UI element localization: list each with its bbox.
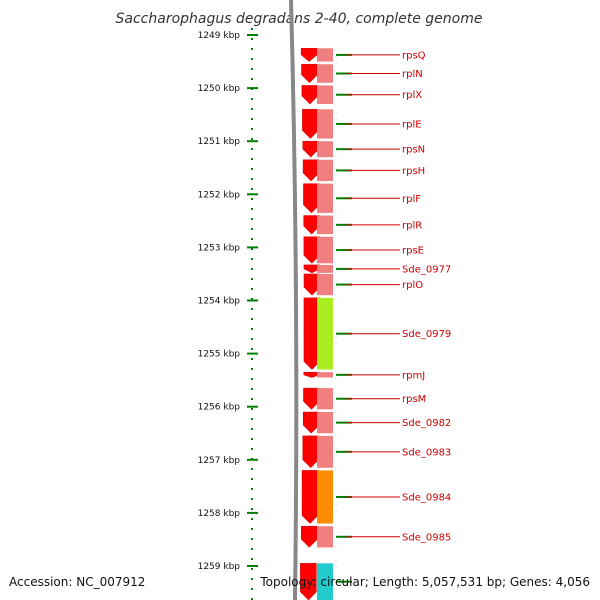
gene-band	[317, 141, 333, 158]
gene-band	[317, 372, 333, 378]
gene-band	[317, 183, 333, 213]
gene-band	[317, 435, 333, 468]
gene-band	[317, 64, 333, 83]
ruler-tick-label: 1249 kbp	[198, 31, 241, 41]
gene-band	[317, 526, 333, 548]
gene-label: rpsQ	[402, 50, 426, 61]
gene-label: Sde_0979	[402, 329, 451, 340]
gene-track	[300, 48, 352, 600]
ruler-tick-label: 1257 kbp	[198, 456, 241, 466]
ruler-tick-label: 1254 kbp	[198, 297, 241, 307]
ruler-tick-label: 1256 kbp	[198, 403, 241, 413]
gene-label: rplR	[402, 220, 422, 231]
gene-arrow	[302, 140, 320, 158]
gene-label: rpsE	[402, 246, 424, 257]
gene-band	[317, 563, 333, 600]
gene-band	[317, 388, 333, 410]
gene-label: rplN	[402, 69, 423, 80]
gene-label: Sde_0977	[402, 264, 451, 275]
genome-backbone	[289, 0, 337, 600]
gene-arrow	[300, 563, 317, 600]
gene-arrow	[303, 387, 320, 410]
gene-band	[317, 109, 333, 139]
gene-label: Sde_0985	[402, 532, 451, 543]
genome-summary-text: Topology: circular; Length: 5,057,531 bp…	[259, 575, 590, 589]
gene-arrow	[302, 109, 319, 139]
gene-label: Sde_0982	[402, 418, 451, 429]
gene-label: rplX	[402, 90, 422, 101]
gene-arrow	[303, 183, 320, 214]
accession-text: Accession: NC_007912	[9, 575, 145, 589]
gene-band	[317, 412, 333, 434]
gene-band	[317, 85, 333, 105]
gene-band	[317, 264, 333, 273]
ruler-tick-label: 1250 kbp	[198, 84, 241, 94]
kbp-ruler: 1249 kbp 1250 kbp 1251 kbp 1252 kbp 1253 kbp…	[198, 28, 258, 600]
ruler-tick-label: 1255 kbp	[198, 350, 241, 360]
map-title: Saccharophagus degradans 2-40, complete …	[116, 11, 483, 27]
gene-band	[317, 470, 333, 524]
gene-band	[317, 236, 333, 264]
gene-label: rpsN	[402, 145, 425, 156]
ruler-tick-label: 1259 kbp	[198, 562, 241, 572]
gene-arrow	[302, 411, 320, 434]
gene-arrow	[302, 435, 320, 469]
ruler-tick-label: 1252 kbp	[198, 190, 241, 200]
ruler-tick-label: 1251 kbp	[198, 137, 241, 147]
gene-arrow	[302, 159, 320, 182]
gene-arrow	[301, 63, 318, 84]
gene-label: rpsH	[402, 166, 425, 177]
gene-label: rpmJ	[402, 370, 425, 381]
gene-band	[317, 159, 333, 182]
gene-arrow	[301, 85, 319, 105]
gene-label: Sde_0984	[402, 492, 451, 503]
backbone-line	[289, 0, 299, 600]
gene-label: rplE	[402, 119, 422, 130]
ruler-tick-label: 1253 kbp	[198, 243, 241, 253]
gene-arrow	[300, 48, 318, 62]
gene-label: Sde_0983	[402, 447, 451, 458]
gene-labels: rpsQ rplN rplX rplE rpsN rpsH rplF rplR rpsE Sde_…	[346, 50, 451, 543]
gene-band	[317, 48, 333, 62]
gene-label: rpsM	[402, 394, 426, 405]
gene-label: rplF	[402, 194, 421, 205]
gene-band	[317, 215, 333, 235]
ruler-tick-label: 1258 kbp	[198, 509, 241, 519]
gene-arrow	[301, 525, 318, 548]
gene-arrow	[301, 470, 319, 524]
gene-band	[317, 297, 333, 370]
gene-label: rplO	[402, 280, 423, 291]
gene-band	[317, 273, 333, 296]
